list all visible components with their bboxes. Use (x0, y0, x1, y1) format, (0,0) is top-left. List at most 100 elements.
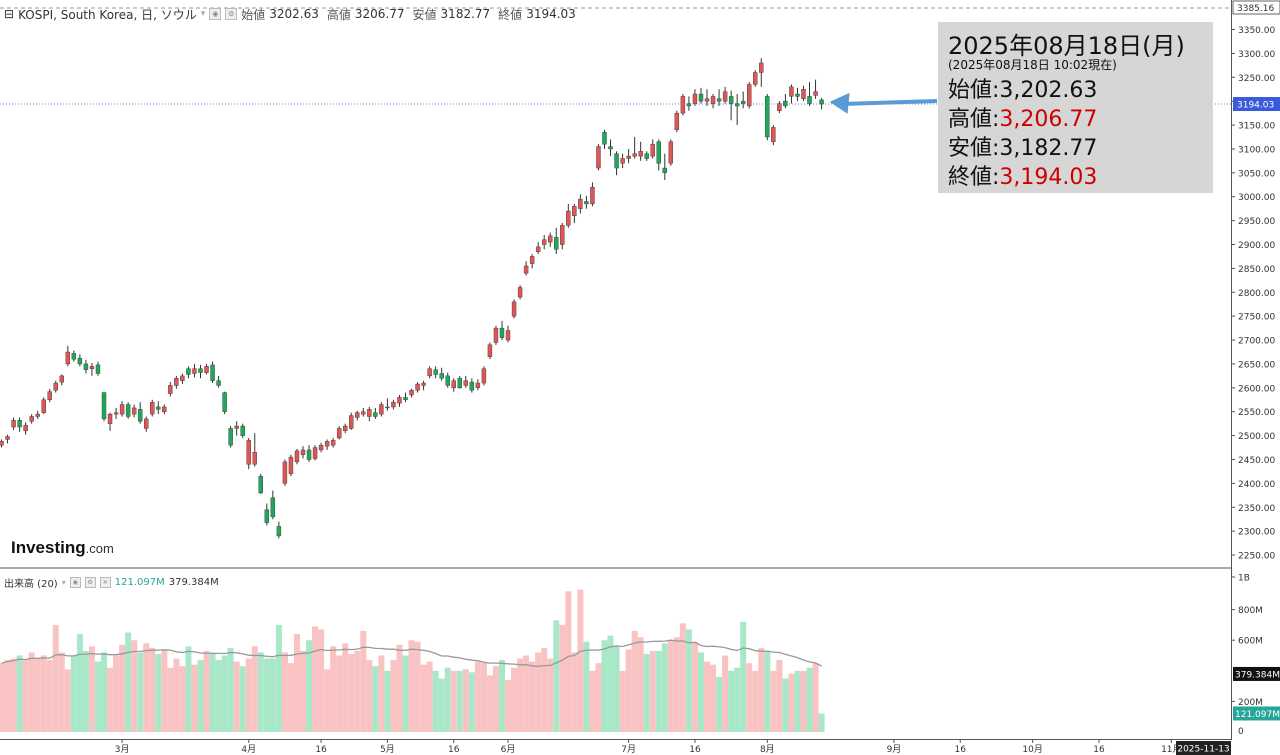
candle-body (560, 225, 565, 245)
close-icon[interactable]: ✕ (99, 576, 111, 588)
candle-body (753, 72, 758, 85)
candle-body (747, 84, 752, 107)
candle-body (186, 368, 191, 375)
volume-bar (131, 640, 138, 732)
volume-bar (113, 655, 120, 732)
candle-body (692, 93, 698, 104)
volume-current-label: 121.097M (1235, 710, 1280, 720)
candle-body (578, 198, 583, 209)
volume-bar (740, 621, 747, 732)
candle-body (421, 382, 426, 386)
volume-bar (46, 660, 53, 732)
candle-body (511, 301, 517, 317)
candle-body (722, 91, 728, 102)
volume-bar (143, 643, 150, 732)
info-open-label: 始値: (948, 78, 1000, 103)
volume-bar (529, 661, 536, 732)
volume-bar (94, 661, 101, 732)
price-tick-label: 3100.00 (1238, 145, 1275, 155)
volume-bar (752, 670, 759, 732)
close-label: 終値 (498, 7, 523, 22)
settings-icon[interactable]: ⚙ (84, 576, 96, 588)
candle-body (192, 368, 197, 374)
candle-body (674, 112, 680, 131)
volume-label: 出来高 (20) (4, 578, 58, 590)
low-value: 3182.77 (440, 7, 491, 21)
volume-bar (589, 670, 596, 732)
candle-body (306, 449, 312, 460)
candle-body (35, 413, 40, 417)
candle-body (222, 392, 227, 412)
volume-bar (444, 667, 451, 732)
candle-body (403, 397, 408, 400)
candle-body (632, 153, 637, 157)
info-close-label: 終値: (948, 165, 1000, 190)
volume-bar (716, 676, 723, 732)
volume-bar (88, 646, 95, 732)
volume-bar (107, 667, 114, 732)
dropdown-icon[interactable]: ▾ (200, 9, 206, 19)
info-date: 2025年08月18日(月) (948, 32, 1185, 60)
candle-body (107, 413, 113, 424)
candle-body (276, 526, 282, 537)
settings-icon[interactable]: ⚙ (225, 8, 238, 20)
volume-bar (396, 644, 403, 732)
price-tick-label: 2400.00 (1238, 480, 1275, 490)
arrow-shaft (845, 99, 938, 106)
volume-bar (673, 637, 680, 732)
candle-body (156, 406, 161, 410)
candle-body (29, 416, 34, 422)
candle-body (391, 401, 396, 408)
collapse-icon[interactable]: ⊟ (4, 7, 15, 21)
candle-body (475, 382, 481, 389)
volume-bar (697, 652, 704, 732)
candle-body (445, 375, 450, 386)
high-label: 高値 (326, 7, 351, 22)
volume-bar (685, 629, 692, 732)
volume-bar (764, 650, 771, 732)
candle-body (270, 497, 276, 518)
volume-bar (372, 666, 379, 732)
price-tick-label: 3150.00 (1238, 122, 1275, 132)
candle-body (409, 390, 414, 396)
candle-body (0, 441, 4, 446)
logo-main: Investing (11, 538, 86, 557)
open-label: 始値 (241, 7, 266, 22)
volume-ma: 379.384M (168, 576, 219, 588)
dropdown-icon[interactable]: ▾ (61, 577, 66, 587)
price-tick-label: 3050.00 (1238, 169, 1275, 179)
candle-body (542, 239, 547, 245)
volume-bar (776, 660, 783, 732)
candle-body (101, 392, 107, 420)
volume-tick-label: 800M (1238, 606, 1263, 616)
volume-bar (245, 658, 252, 732)
volume-bar (16, 655, 23, 732)
volume-bar (28, 652, 35, 732)
volume-bar (384, 670, 391, 732)
candle-body (566, 210, 571, 226)
volume-bar (119, 644, 126, 732)
candle-body (77, 358, 83, 365)
eye-icon[interactable]: ◉ (209, 8, 222, 20)
volume-bar (191, 664, 198, 732)
volume-bar (342, 643, 349, 732)
volume-ma-polyline (1, 639, 822, 668)
volume-bar (390, 660, 397, 732)
top-price-box (1232, 0, 1280, 15)
candle-body (131, 407, 137, 415)
candle-body (572, 206, 577, 217)
volume-bar (595, 663, 602, 732)
volume-bar (511, 667, 518, 732)
volume-bar (227, 647, 234, 732)
volume-bar (637, 637, 644, 732)
top-price-label: 3385.16 (1237, 4, 1274, 14)
volume-bar (498, 660, 505, 732)
candle-body (379, 404, 384, 415)
candle-body (11, 420, 16, 428)
candle-body (119, 404, 125, 415)
info-low-label: 安値: (948, 136, 1000, 161)
volume-bar (547, 658, 554, 732)
eye-icon[interactable]: ◉ (69, 576, 81, 588)
volume-bars (0, 589, 825, 732)
candle-body (493, 327, 499, 343)
